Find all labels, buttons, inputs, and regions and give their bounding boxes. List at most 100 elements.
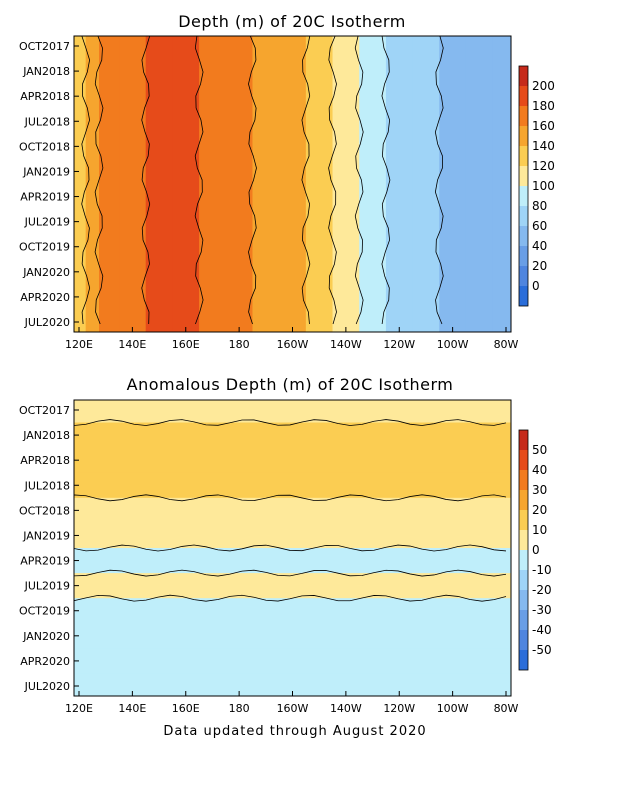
chart2-colorbar-swatch <box>519 650 528 670</box>
chart2-xtick-label: 140E <box>118 702 146 715</box>
chart2-colorbar-label: -10 <box>532 563 552 577</box>
chart1-colorbar-swatch <box>519 286 528 306</box>
chart1-ytick-label: JAN2019 <box>22 165 70 178</box>
chart1-band <box>85 36 100 332</box>
chart2-band <box>74 598 511 624</box>
chart2-ytick-label: APR2020 <box>20 655 70 668</box>
chart2-colorbar-swatch <box>519 550 528 570</box>
chart2-colorbar-label: 30 <box>532 483 547 497</box>
chart1-colorbar-swatch <box>519 86 528 106</box>
footer-note: Data updated through August 2020 <box>163 724 427 739</box>
chart2-ytick-label: OCT2018 <box>19 504 70 517</box>
chart2-colorbar-swatch <box>519 610 528 630</box>
chart1-band <box>225 36 253 332</box>
chart2-ytick-label: OCT2017 <box>19 404 70 417</box>
chart1-colorbar-swatch <box>519 106 528 126</box>
chart2-xtick-label: 160W <box>277 702 309 715</box>
chart1-xtick-label: 140E <box>118 338 146 351</box>
chart1-contour <box>194 36 204 325</box>
chart2-colorbar-swatch <box>519 450 528 470</box>
chart1-colorbar-frame <box>518 65 529 307</box>
chart2-colorbar-swatch <box>519 630 528 650</box>
chart2-xtick-label: 160E <box>172 702 200 715</box>
chart1-colorbar-swatch <box>519 146 528 166</box>
chart1-colorbar-label: 120 <box>532 159 555 173</box>
chart1-band <box>412 36 440 332</box>
chart1-xtick-label: 100W <box>437 338 469 351</box>
chart1-colorbar-swatch <box>519 186 528 206</box>
chart2-xtick-label: 120E <box>65 702 93 715</box>
chart1-colorbar-swatch <box>519 246 528 266</box>
chart2-field <box>74 400 511 696</box>
chart1-xtick-label: 160W <box>277 338 309 351</box>
chart1-band <box>252 36 280 332</box>
chart1-contours <box>81 36 444 325</box>
chart2-ytick-label: JUL2018 <box>24 479 70 492</box>
chart1-y-axis: OCT2017 JAN2018 APR2018 JUL2018 OCT2018 JAN20… <box>19 40 79 329</box>
chart1-band <box>145 36 173 332</box>
chart1-contour <box>94 36 104 325</box>
chart1-ytick-label: JUL2018 <box>24 115 70 128</box>
chart1-colorbar-label: 100 <box>532 179 555 193</box>
chart1-colorbar-label: 0 <box>532 279 540 293</box>
chart1-ytick-label: OCT2018 <box>19 140 70 153</box>
chart1-band <box>359 36 387 332</box>
chart1-x-axis: 120E 140E 160E 180 160W 140W 120W 100W 80W <box>65 327 519 351</box>
chart1-colorbar-swatch <box>519 166 528 186</box>
chart1-band <box>279 36 307 332</box>
chart2-colorbar-swatch <box>519 590 528 610</box>
chart2-contour <box>74 544 507 552</box>
chart2-colorbar-label: -30 <box>532 603 552 617</box>
chart2-colorbar-swatch <box>519 510 528 530</box>
chart1-band <box>385 36 414 332</box>
chart1-ytick-label: JUL2020 <box>24 316 70 329</box>
chart1-xtick-label: 80W <box>494 338 519 351</box>
chart2-ytick-label: OCT2019 <box>19 605 70 618</box>
chart2-ytick-label: JAN2019 <box>22 529 70 542</box>
chart2-contour <box>74 569 507 577</box>
chart1-band <box>305 36 334 332</box>
chart1-colorbar-swatch <box>519 226 528 246</box>
chart1-ytick-label: APR2019 <box>20 191 70 204</box>
chart2-band <box>74 497 511 524</box>
chart2-colorbar-frame <box>518 429 529 671</box>
chart2-contour <box>74 419 507 426</box>
chart1-colorbar-label: 60 <box>532 219 547 233</box>
chart2-ytick-label: JUL2019 <box>24 580 70 593</box>
chart1-xtick-label: 120E <box>65 338 93 351</box>
chart2-contours <box>74 419 507 602</box>
chart1-xtick-label: 160E <box>172 338 200 351</box>
chart2-colorbar-swatch <box>519 430 528 450</box>
chart2-band <box>74 472 511 499</box>
chart2-xtick-label: 120W <box>383 702 415 715</box>
chart2-band <box>74 623 511 649</box>
chart1-colorbar-label: 140 <box>532 139 555 153</box>
chart2-ytick-label: JAN2020 <box>22 630 70 643</box>
chart1-contour <box>81 36 91 325</box>
chart1-ytick-label: OCT2017 <box>19 40 70 53</box>
chart2-colorbar-label: 20 <box>532 503 547 517</box>
chart2-colorbar-label: 50 <box>532 443 547 457</box>
chart1-colorbar-swatch <box>519 266 528 286</box>
chart1-band <box>465 36 494 332</box>
chart1-ytick-label: APR2020 <box>20 291 70 304</box>
chart2-x-axis: 120E 140E 160E 180 160W 140W 120W 100W 80W <box>65 691 519 715</box>
chart2-band <box>74 422 511 449</box>
chart2-xtick-label: 140W <box>330 702 362 715</box>
chart2-colorbar-label: 10 <box>532 523 547 537</box>
chart2-colorbar-label: 0 <box>532 543 540 557</box>
chart1-colorbar-swatch <box>519 206 528 226</box>
chart2-colorbar-swatch <box>519 530 528 550</box>
chart2-colorbar-swatch <box>519 490 528 510</box>
chart2-band <box>74 548 511 574</box>
chart1-ytick-label: OCT2019 <box>19 241 70 254</box>
chart1-band <box>74 36 87 332</box>
chart1-colorbar-swatch <box>519 66 528 86</box>
chart1-contour <box>248 36 257 325</box>
chart1-colorbar-label: 20 <box>532 259 547 273</box>
chart1-contour <box>381 36 391 325</box>
chart2-band <box>74 573 511 599</box>
chart2-band <box>74 400 511 424</box>
